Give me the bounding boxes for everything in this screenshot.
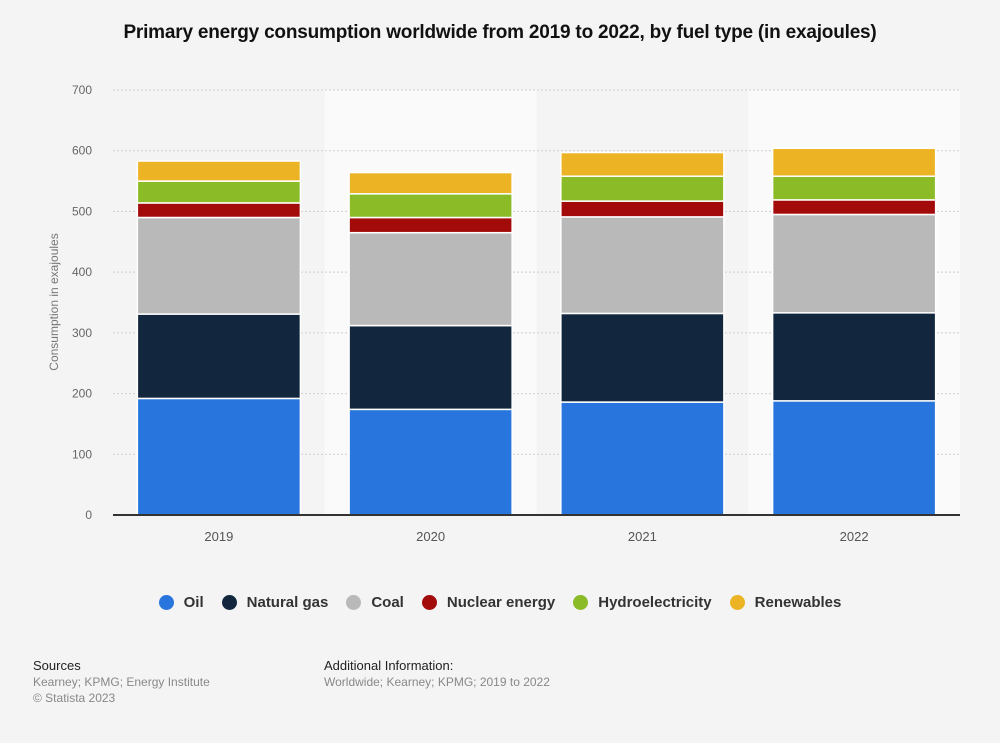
bar-segment-natural-gas-2022[interactable] [771, 312, 937, 402]
bar-segment-nuclear-energy-2021[interactable] [560, 200, 725, 218]
bar-segment-nuclear-energy-2022[interactable] [771, 199, 937, 216]
sources-heading: Sources [33, 658, 81, 673]
additional-info-heading: Additional Information: [324, 658, 454, 673]
bar-segment-oil-2022[interactable] [771, 400, 937, 516]
chart-title: Primary energy consumption worldwide fro… [123, 22, 877, 43]
legend-dot-icon [421, 595, 437, 610]
y-tick-label: 0 [85, 508, 92, 522]
x-tick-label: 2022 [840, 529, 869, 544]
legend-dot-icon [346, 595, 362, 610]
x-axis-ticks: 2019 2020 2021 2022 [204, 529, 868, 544]
bar-segment-coal-2019[interactable] [136, 216, 302, 315]
bar-segment-coal-2022[interactable] [771, 213, 937, 314]
bar-stack-2021 [560, 151, 725, 516]
legend-label: Nuclear energy [446, 594, 556, 611]
legend-item-coal[interactable]: Coal [346, 594, 404, 611]
x-tick-label: 2019 [204, 529, 233, 544]
bar-segment-hydroelectricity-2019[interactable] [136, 180, 302, 204]
legend-label: Renewables [754, 594, 842, 611]
sources-text[interactable]: Kearney; KPMG; Energy Institute [33, 675, 210, 689]
x-tick-label: 2020 [416, 529, 445, 544]
y-tick-label: 200 [72, 387, 92, 401]
legend-dot-icon [221, 595, 237, 610]
legend-label: Coal [371, 594, 404, 611]
bar-segment-renewables-2019[interactable] [136, 160, 302, 182]
bar-segment-nuclear-energy-2019[interactable] [136, 202, 302, 219]
legend-dot-icon [158, 595, 174, 610]
legend-label: Natural gas [246, 594, 329, 611]
bar-segment-renewables-2020[interactable] [348, 171, 513, 195]
bar-segment-oil-2020[interactable] [348, 408, 513, 516]
legend-item-nuclear-energy[interactable]: Nuclear energy [421, 594, 556, 611]
bar-stack-2020 [348, 171, 513, 516]
sources-block: Sources Kearney; KPMG; Energy Institute … [33, 658, 210, 706]
legend-item-hydroelectricity[interactable]: Hydroelectricity [573, 594, 712, 611]
bar-segment-hydroelectricity-2022[interactable] [771, 175, 937, 201]
legend: Oil Natural gas Coal Nuclear energy Hydroele… [0, 594, 1000, 611]
copyright-text: © Statista 2023 [33, 691, 116, 705]
y-tick-label: 600 [72, 144, 92, 158]
y-tick-label: 700 [72, 83, 92, 97]
x-tick-label: 2021 [628, 529, 657, 544]
legend-label: Oil [183, 594, 204, 611]
bar-segment-coal-2020[interactable] [348, 231, 513, 327]
legend-item-natural-gas[interactable]: Natural gas [221, 594, 329, 611]
legend-dot-icon [729, 595, 745, 610]
bar-segment-natural-gas-2021[interactable] [560, 312, 725, 403]
legend-item-oil[interactable]: Oil [158, 594, 204, 611]
y-tick-label: 400 [72, 265, 92, 279]
bar-segment-hydroelectricity-2020[interactable] [348, 193, 513, 219]
y-tick-label: 300 [72, 326, 92, 340]
bar-segment-renewables-2021[interactable] [560, 151, 725, 177]
bar-segment-hydroelectricity-2021[interactable] [560, 175, 725, 202]
additional-info-text[interactable]: Worldwide; Kearney; KPMG; 2019 to 2022 [324, 675, 550, 689]
bar-segment-renewables-2022[interactable] [771, 147, 937, 177]
additional-info-block: Additional Information: Worldwide; Kearn… [324, 658, 550, 690]
bar-stack-2019 [136, 160, 302, 516]
bar-segment-oil-2019[interactable] [136, 397, 302, 516]
bar-segment-nuclear-energy-2020[interactable] [348, 216, 513, 234]
bar-segment-natural-gas-2019[interactable] [136, 313, 302, 400]
y-tick-label: 500 [72, 204, 92, 218]
bar-segment-natural-gas-2020[interactable] [348, 324, 513, 411]
bar-segment-coal-2021[interactable] [560, 216, 725, 315]
bar-stack-2022 [771, 147, 937, 516]
y-axis-label: Consumption in exajoules [47, 233, 61, 370]
legend-label: Hydroelectricity [598, 594, 712, 611]
legend-item-renewables[interactable]: Renewables [729, 594, 842, 611]
legend-dot-icon [573, 595, 589, 610]
bar-segment-oil-2021[interactable] [560, 401, 725, 516]
y-axis-ticks: 0 100 200 300 400 500 600 700 [72, 83, 92, 522]
y-tick-label: 100 [72, 447, 92, 461]
stacked-bar-chart: 0 100 200 300 400 500 600 700 Consumption in ex… [47, 83, 960, 544]
bars [136, 147, 937, 516]
